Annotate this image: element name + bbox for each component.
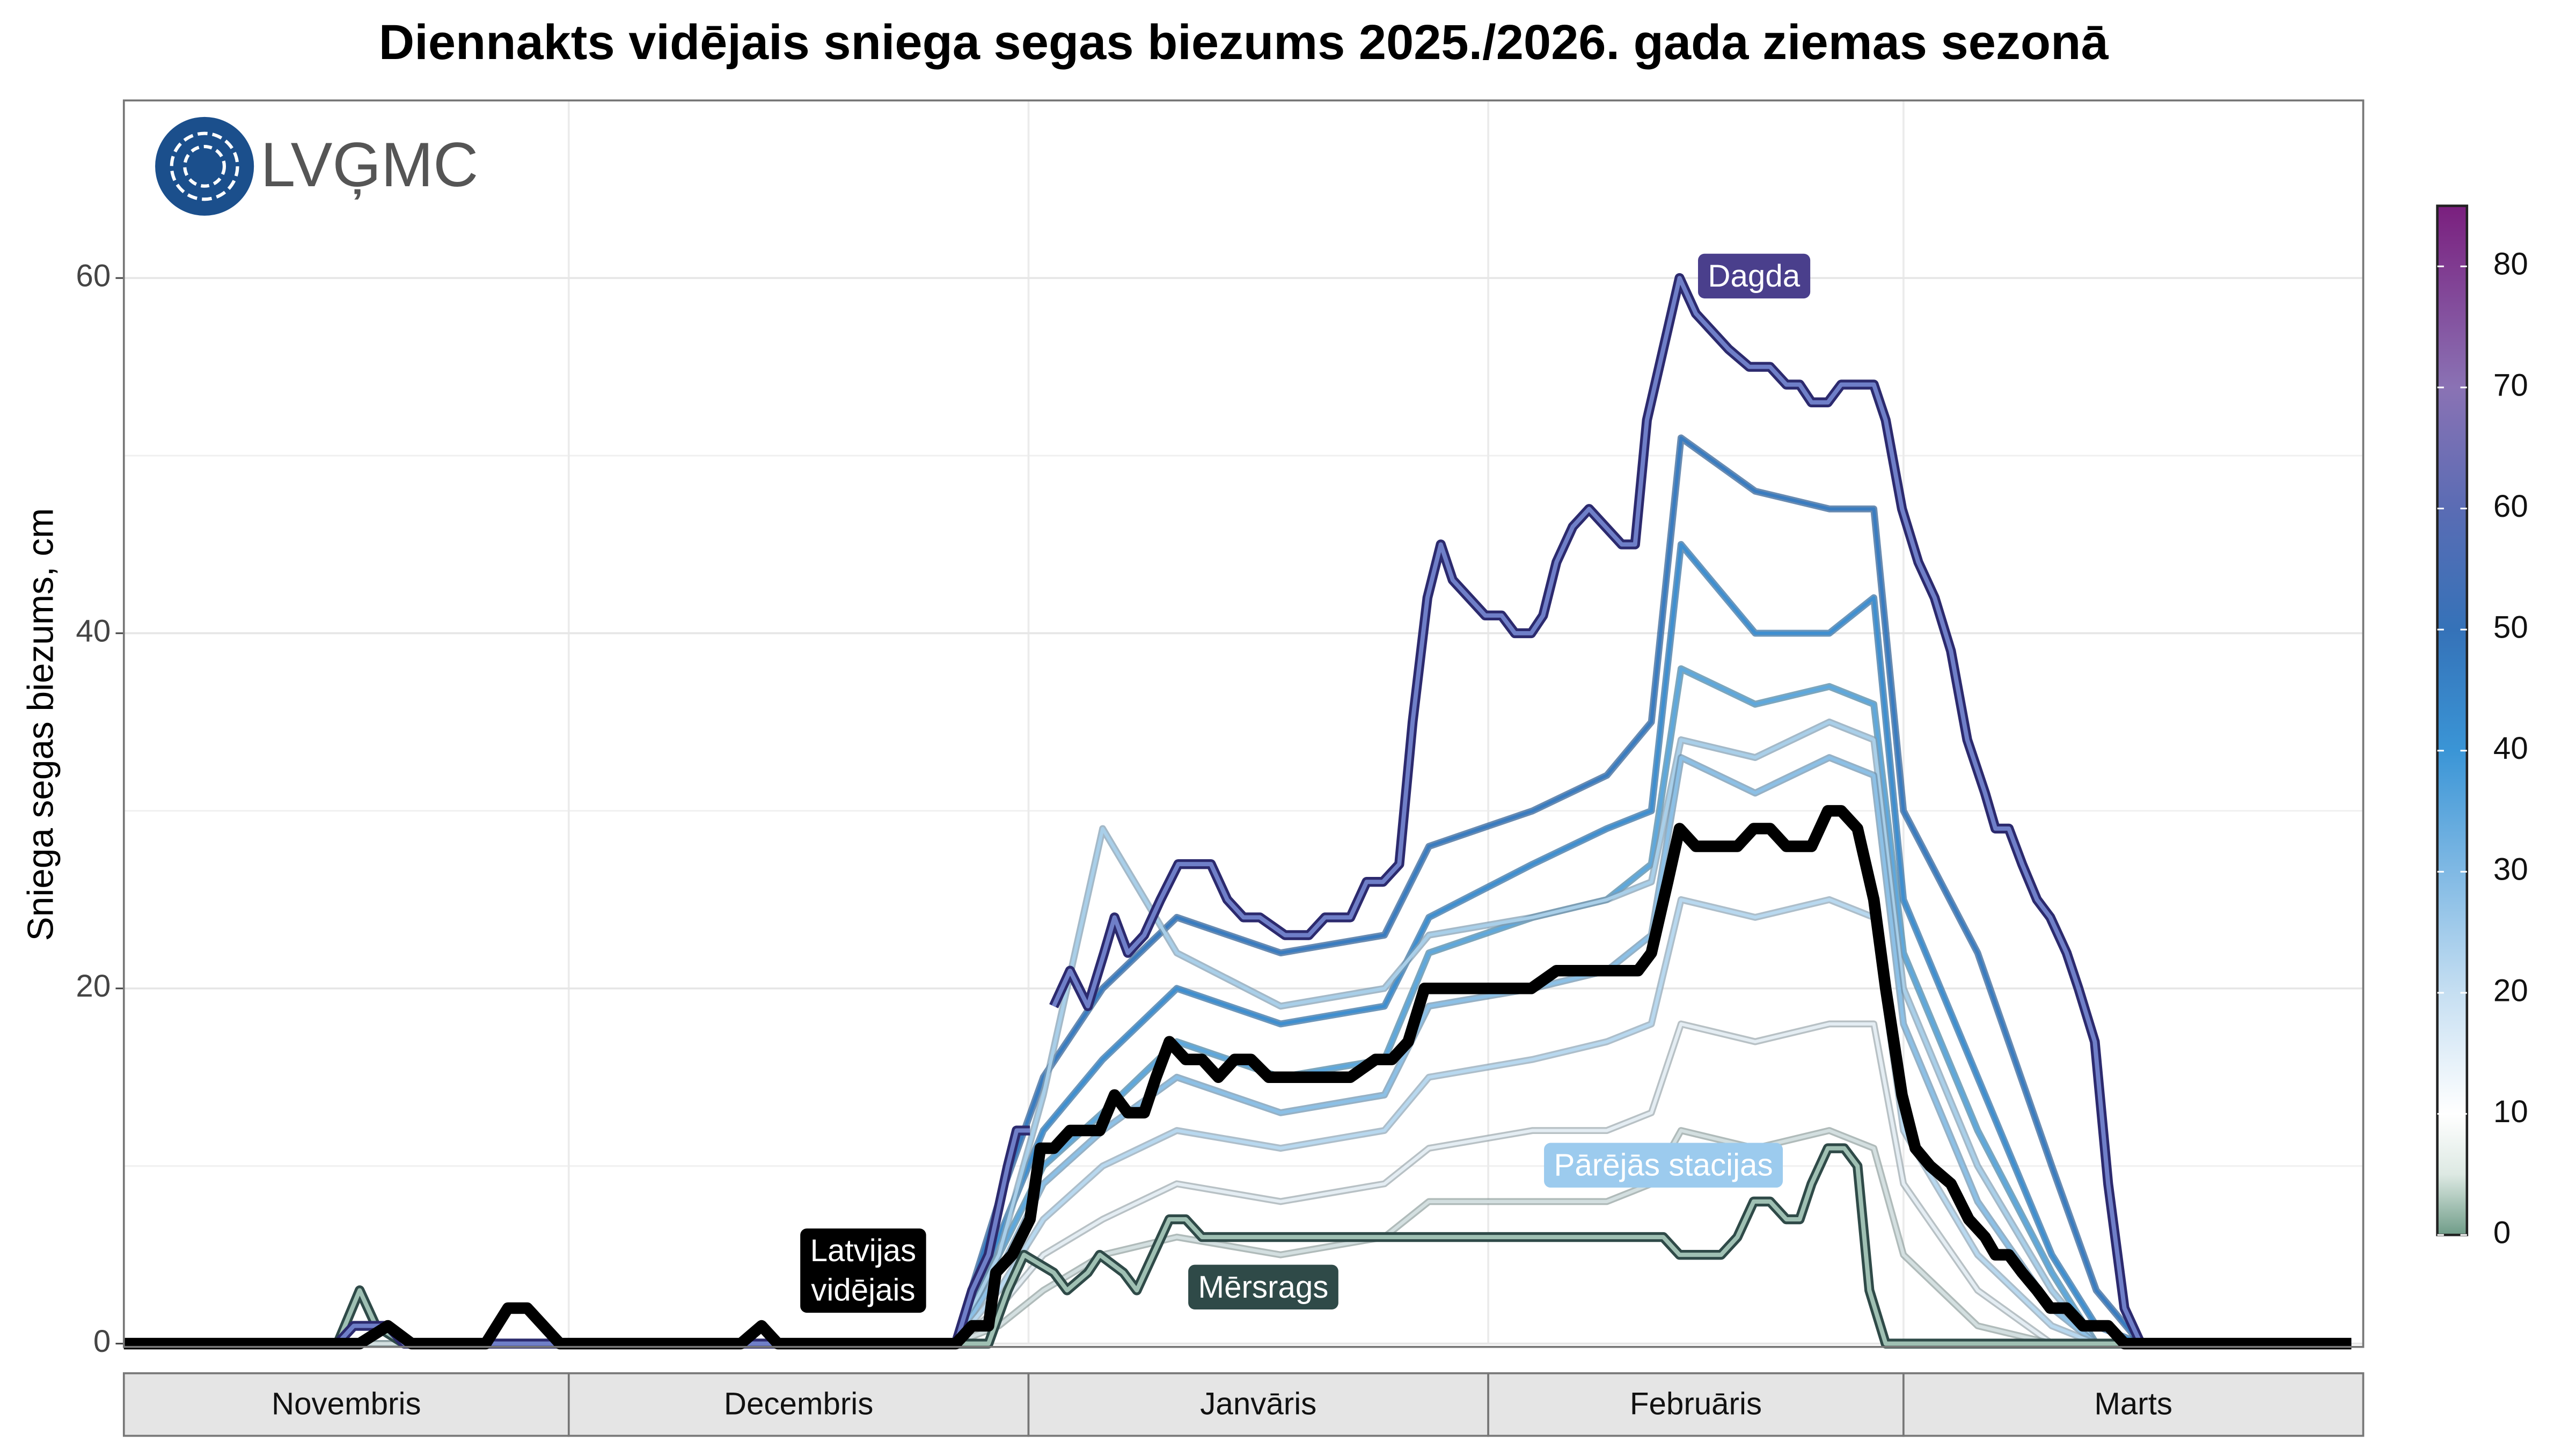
average-label-box <box>800 1228 926 1313</box>
mersrags-label-box <box>1188 1264 1338 1309</box>
y-tick-label: 0 <box>93 1324 111 1359</box>
series-line <box>123 720 2348 1345</box>
x-category-label: Februāris <box>1630 1387 1762 1422</box>
average-label: Latvijas vidējais <box>800 1228 926 1313</box>
dagda-label: Dagda <box>1698 253 1811 299</box>
dagda-label-text: Dagda <box>1708 259 1800 294</box>
x-category-label: Novembris <box>272 1387 421 1422</box>
series-line <box>123 543 2348 1345</box>
x-category-label: Marts <box>2094 1387 2172 1422</box>
logo-text: LVĢMC <box>260 129 478 200</box>
month-strip <box>1027 1372 1489 1437</box>
series-line <box>123 1129 2348 1345</box>
month-strip <box>567 1372 1030 1437</box>
colorbar <box>2436 204 2469 1236</box>
x-category-label: Janvāris <box>1200 1387 1316 1422</box>
average-label-text: Latvijas vidējais <box>810 1233 917 1308</box>
series-line <box>123 898 2348 1345</box>
mersrags-label-text: Mērsrags <box>1198 1270 1329 1305</box>
series-line <box>123 1022 2348 1345</box>
logo-icon <box>155 116 254 216</box>
colorbar-tick-label: 20 <box>2493 973 2528 1008</box>
y-tick-label: 60 <box>76 258 111 293</box>
others-label-text: Pārējās stacijas <box>1554 1148 1773 1183</box>
average-line <box>123 805 2352 1350</box>
others-label-box <box>1544 1143 1783 1188</box>
plot-area <box>122 100 2365 1350</box>
x-category-label: Decembris <box>724 1387 874 1422</box>
series-line <box>123 1146 2352 1346</box>
colorbar-tick-label: 70 <box>2493 368 2528 402</box>
month-strip <box>1487 1372 1905 1437</box>
y-tick-label: 20 <box>76 969 111 1004</box>
month-strip <box>1902 1372 2365 1437</box>
series-line <box>123 667 2348 1345</box>
colorbar-tick-label: 50 <box>2493 610 2528 645</box>
colorbar-tick-label: 0 <box>2493 1216 2511 1250</box>
logo-icon-ring <box>183 145 226 188</box>
colorbar-tick-label: 30 <box>2493 852 2528 887</box>
colorbar-tick-label: 10 <box>2493 1094 2528 1129</box>
logo: LVĢMC <box>155 116 478 216</box>
chart-title: Diennakts vidējais sniega segas biezums … <box>379 14 2109 70</box>
y-axis-label: Sniega segas biezums, cm <box>20 508 61 941</box>
colorbar-tick-label: 60 <box>2493 489 2528 524</box>
logo-icon-ring <box>170 131 239 201</box>
colorbar-tick-label: 40 <box>2493 731 2528 766</box>
plot-border <box>122 99 2365 1348</box>
y-tick-label: 40 <box>76 613 111 648</box>
dagda-label-box <box>1698 253 1811 299</box>
colorbar-tick-label: 80 <box>2493 247 2528 282</box>
mersrags-label: Mērsrags <box>1188 1264 1338 1309</box>
series-line <box>123 436 2348 1345</box>
others-label: Pārējās stacijas <box>1544 1143 1783 1188</box>
